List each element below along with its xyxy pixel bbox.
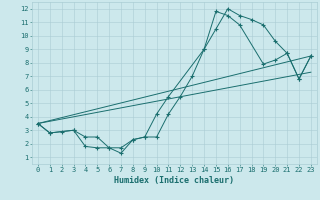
X-axis label: Humidex (Indice chaleur): Humidex (Indice chaleur) [115,176,234,185]
